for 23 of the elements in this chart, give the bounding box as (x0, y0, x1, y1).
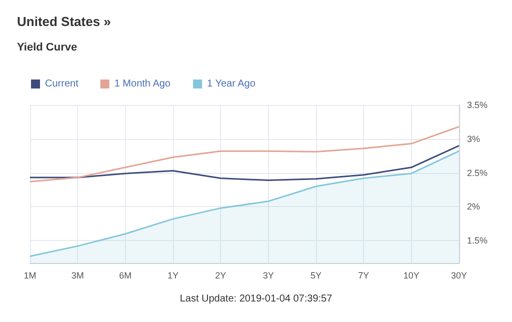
x-tick-label: 1Y (167, 270, 179, 280)
text: Last Update: 2019-01-04 07:39:57 (180, 294, 333, 304)
x-tick-label: 6M (119, 270, 132, 280)
y-tick-label: 2.5% (467, 168, 488, 178)
y-tick-label: 3.5% (467, 100, 488, 110)
chart-subtitle: Yield Curve (17, 42, 78, 54)
legend-label: 1 Month Ago (114, 78, 171, 90)
y-tick-label: 2% (467, 202, 480, 212)
x-tick-label: 5Y (310, 270, 322, 280)
x-tick-label: 30Y (450, 270, 468, 280)
x-tick-label: 3Y (262, 270, 274, 280)
x-tick-label: 2Y (215, 270, 226, 280)
x-tick-label: 3M (71, 270, 84, 280)
line-series (29, 126, 460, 182)
line-series (29, 144, 460, 182)
y-tick-label: 3% (467, 134, 480, 144)
legend-label: Current (45, 78, 79, 90)
chart-title: United States » (17, 14, 111, 29)
legend-label: 1 Year Ago (207, 78, 256, 90)
y-tick-label: 1.5% (467, 236, 488, 246)
x-tick-label: 7Y (358, 270, 370, 280)
x-tick-label: 10Y (403, 270, 420, 280)
x-tick-label: 1M (24, 270, 36, 280)
